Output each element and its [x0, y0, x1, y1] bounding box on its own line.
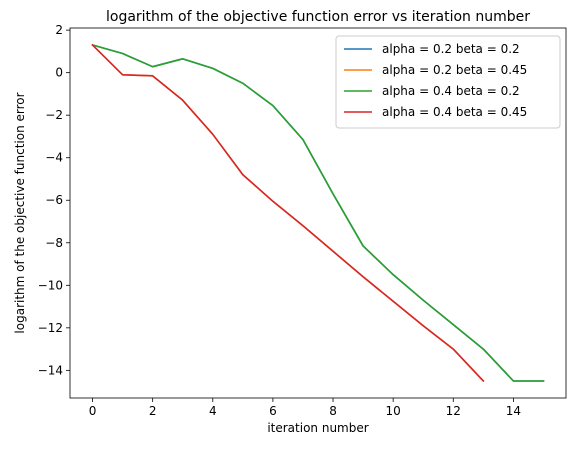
x-tick-label: 12 — [446, 404, 461, 418]
y-tick-label: −6 — [45, 193, 63, 207]
y-axis-label: logarithm of the objective function erro… — [13, 92, 27, 333]
y-tick-label: 2 — [55, 23, 63, 37]
y-tick-label: −8 — [45, 236, 63, 250]
y-tick-label: −12 — [38, 321, 63, 335]
x-tick-label: 6 — [269, 404, 277, 418]
y-tick-label: −10 — [38, 278, 63, 292]
y-tick-label: −2 — [45, 108, 63, 122]
x-tick-label: 14 — [506, 404, 521, 418]
legend-entry: alpha = 0.4 beta = 0.2 — [382, 84, 520, 98]
x-axis: 0 2 4 6 8 10 12 14 — [89, 398, 521, 418]
x-tick-label: 10 — [386, 404, 401, 418]
y-tick-label: −4 — [45, 151, 63, 165]
legend-entry: alpha = 0.2 beta = 0.45 — [382, 63, 527, 77]
x-axis-label: iteration number — [267, 421, 368, 435]
chart-title: logarithm of the objective function erro… — [106, 9, 530, 25]
x-tick-label: 4 — [209, 404, 217, 418]
y-tick-label: 0 — [55, 66, 63, 80]
legend-entry: alpha = 0.2 beta = 0.2 — [382, 42, 520, 56]
series-line-4 — [91, 43, 485, 383]
legend-entry: alpha = 0.4 beta = 0.45 — [382, 105, 527, 119]
legend-box — [335, 35, 561, 129]
axes-frame — [69, 27, 567, 399]
series-line-3 — [91, 44, 545, 382]
x-tick-label: 8 — [329, 404, 337, 418]
x-tick-label: 0 — [89, 404, 97, 418]
y-tick-label: −14 — [38, 363, 63, 377]
legend: alpha = 0.2 beta = 0.2 alpha = 0.2 beta =… — [335, 35, 561, 129]
x-tick-label: 2 — [149, 404, 157, 418]
plot-area — [91, 43, 545, 383]
y-axis: 2 0 −2 −4 −6 −8 −10 −12 −14 — [38, 23, 70, 377]
